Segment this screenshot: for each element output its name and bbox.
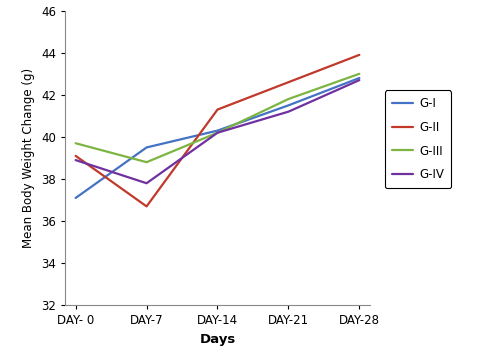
G-IV (286, 110, 292, 114)
G-IV (356, 78, 362, 82)
G-IV (214, 131, 220, 135)
Line: G-IV: G-IV (76, 80, 360, 183)
G-IV (144, 181, 150, 185)
G-II (144, 204, 150, 208)
G-IV (72, 158, 78, 162)
X-axis label: Days: Days (200, 333, 235, 346)
Y-axis label: Mean Body Weight Change (g): Mean Body Weight Change (g) (22, 68, 36, 248)
G-III (144, 160, 150, 164)
G-I (286, 103, 292, 108)
G-II (356, 53, 362, 57)
G-II (286, 80, 292, 84)
G-I (214, 129, 220, 133)
G-I (144, 145, 150, 149)
G-III (72, 141, 78, 145)
Line: G-II: G-II (76, 55, 360, 206)
G-III (214, 131, 220, 135)
Line: G-I: G-I (76, 78, 360, 198)
G-II (214, 108, 220, 112)
G-I (356, 76, 362, 80)
G-II (72, 154, 78, 158)
Line: G-III: G-III (76, 74, 360, 162)
Legend: G-I, G-II, G-III, G-IV: G-I, G-II, G-III, G-IV (385, 90, 451, 188)
G-I (72, 196, 78, 200)
G-III (286, 97, 292, 101)
G-III (356, 72, 362, 76)
